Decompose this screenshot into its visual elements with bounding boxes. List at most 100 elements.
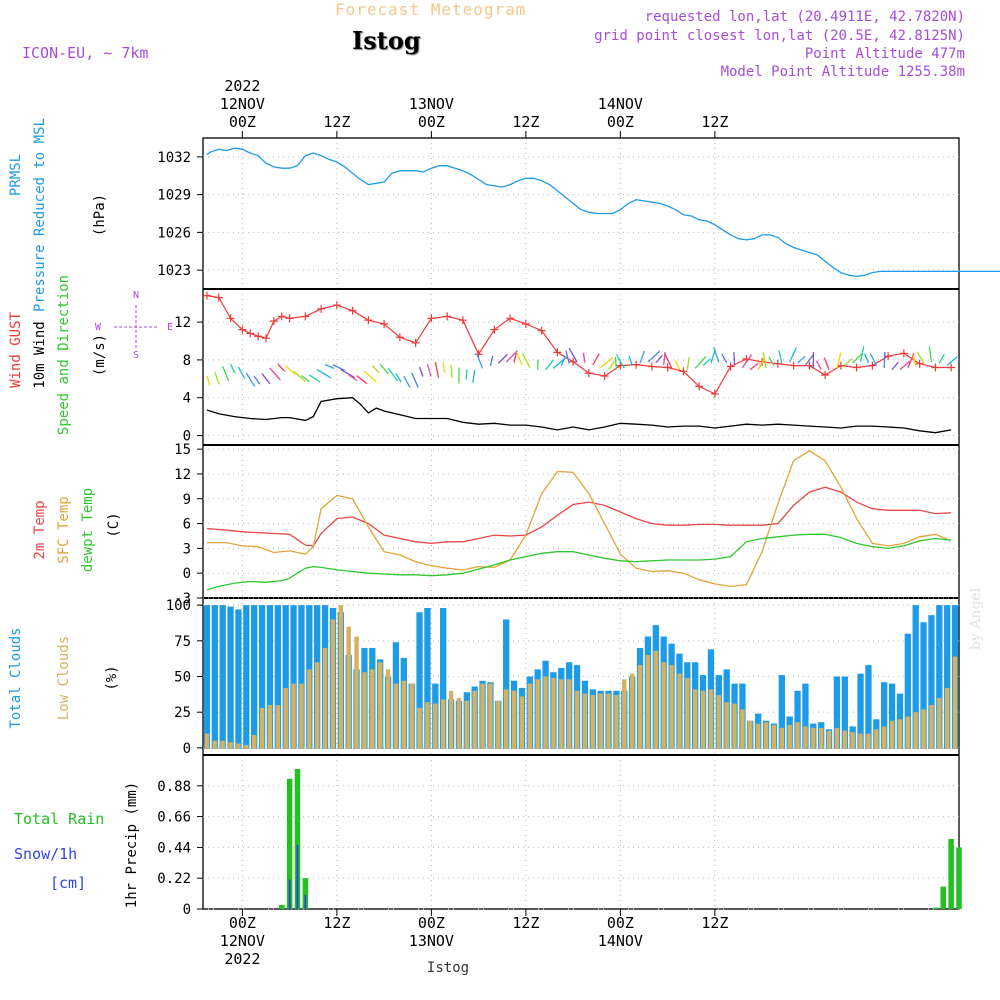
y-tick-label: 8: [183, 353, 191, 369]
wind-direction-arrow: [778, 350, 783, 364]
wind-direction-arrow: [418, 366, 424, 377]
wind-gust-marker: [600, 371, 609, 380]
rain-bar: [278, 904, 285, 909]
wind-gust-marker: [852, 363, 861, 372]
wind-direction-arrow: [364, 370, 377, 383]
total-clouds-bar: [888, 683, 896, 749]
low-clouds-bar: [338, 605, 344, 749]
wind-direction-arrow: [628, 355, 633, 366]
compass-east-label: E: [167, 322, 173, 333]
low-clouds-bar: [448, 690, 454, 749]
rain-bar: [286, 778, 293, 909]
x-tick-label: 13NOV: [409, 932, 454, 950]
wind-direction-arrow: [497, 353, 509, 364]
wind-direction-arrow: [472, 369, 476, 383]
wind-gust-label: Wind GUST: [8, 312, 24, 388]
total-clouds-bar: [258, 605, 266, 749]
x-tick-label: 13NOV: [409, 95, 454, 113]
wind-direction-arrow: [844, 357, 853, 366]
wind-direction-arrow: [938, 353, 945, 364]
low-clouds-bar: [464, 700, 470, 749]
wind-direction-arrow: [285, 365, 296, 376]
y-tick-label: 0: [183, 566, 191, 582]
low-clouds-bar: [299, 683, 304, 749]
wind-direction-arrow: [789, 347, 798, 363]
wind-direction-arrow: [768, 356, 775, 366]
wind-direction-arrow: [639, 350, 645, 364]
point-altitude: Point Altitude 477m: [804, 46, 965, 62]
x-tick-label: 14NOV: [598, 932, 643, 950]
wind-speed-direction-label: Speed and Direction: [56, 275, 72, 435]
x-tick-label: 12Z: [512, 113, 539, 131]
low-clouds-bar: [362, 672, 367, 749]
rain-bar: [940, 886, 947, 909]
low-clouds-bar: [440, 699, 446, 749]
wind-direction-arrow: [757, 358, 765, 371]
wind-gust-marker: [915, 359, 924, 368]
x-tick-label: 00Z: [607, 914, 634, 932]
y-tick-label: 3: [183, 541, 191, 557]
total-clouds-bar: [274, 605, 281, 749]
wind-direction-arrow: [608, 360, 615, 370]
low-clouds-bar: [771, 725, 777, 749]
low-clouds-bar: [929, 705, 934, 749]
low-clouds-bar: [669, 665, 674, 749]
snow-bar: [288, 879, 291, 909]
low-clouds-bar: [425, 702, 430, 749]
wind-direction-arrow: [206, 375, 211, 386]
wind-direction-arrow: [269, 367, 281, 381]
total-clouds-bar: [904, 633, 911, 749]
footer-station-label: Istog: [427, 960, 469, 976]
total-clouds-bar: [778, 675, 785, 749]
model-name: ICON-EU, ~ 7km: [22, 44, 149, 62]
low-clouds-bar: [708, 689, 714, 749]
wind-direction-arrow: [356, 375, 368, 385]
wind-direction-arrow: [702, 358, 711, 367]
wind-gust-marker: [380, 319, 389, 328]
low-clouds-label: Low Clouds: [56, 636, 72, 720]
compass-west-label: W: [95, 322, 102, 333]
total-clouds-bar: [857, 673, 864, 749]
wind-compass-group: N W E S: [95, 290, 173, 361]
wind-direction-arrow: [301, 375, 310, 383]
low-clouds-bar: [811, 727, 816, 749]
total-clouds-bar: [251, 605, 258, 749]
low-clouds-bar: [590, 695, 596, 749]
wind-gust-label-group: Wind GUST: [8, 312, 24, 388]
total-clouds-label-group: Total Clouds: [8, 627, 24, 728]
total-clouds-label: Total Clouds: [8, 627, 24, 728]
wind-unit-group: (m/s): [92, 334, 108, 376]
precip-y-axis-label-group: 1hr Precip (mm): [124, 782, 140, 908]
y-tick-label: 12: [174, 315, 191, 331]
wind-direction-arrow: [426, 363, 432, 377]
low-clouds-bar: [826, 730, 832, 749]
wind-direction-arrow: [891, 361, 899, 371]
x-tick-label: 12NOV: [220, 932, 265, 950]
low-clouds-bar: [740, 709, 745, 749]
wind-direction-arrow: [489, 355, 494, 366]
low-clouds-bar: [204, 733, 210, 749]
low-clouds-bar: [307, 669, 312, 749]
wind-direction-arrow: [434, 361, 440, 378]
total-clouds-bar: [298, 605, 305, 749]
wind-direction-arrow: [869, 353, 877, 366]
low-clouds-bar: [645, 655, 651, 749]
y-tick-label: 0.66: [157, 810, 191, 826]
rain-bar: [294, 769, 301, 909]
low-clouds-bar: [661, 662, 666, 749]
low-clouds-bar: [614, 695, 619, 749]
y-tick-label: 0.88: [157, 779, 191, 795]
low-clouds-bar: [480, 683, 485, 749]
low-clouds-bar: [322, 647, 328, 749]
wind-direction-arrow: [411, 372, 419, 388]
low-clouds-label-group: Low Clouds: [56, 636, 72, 720]
wind-gust-marker: [632, 360, 641, 369]
wind-direction-arrow: [823, 357, 830, 371]
wind-direction-arrow: [852, 353, 863, 364]
wind-direction-arrow: [261, 373, 271, 385]
wind-direction-arrow: [647, 350, 661, 363]
low-clouds-bar: [330, 619, 336, 749]
prmsl-unit-group: (hPa): [92, 194, 108, 236]
x-tick-label: 00Z: [418, 113, 445, 131]
total-clouds-bar: [841, 676, 848, 749]
